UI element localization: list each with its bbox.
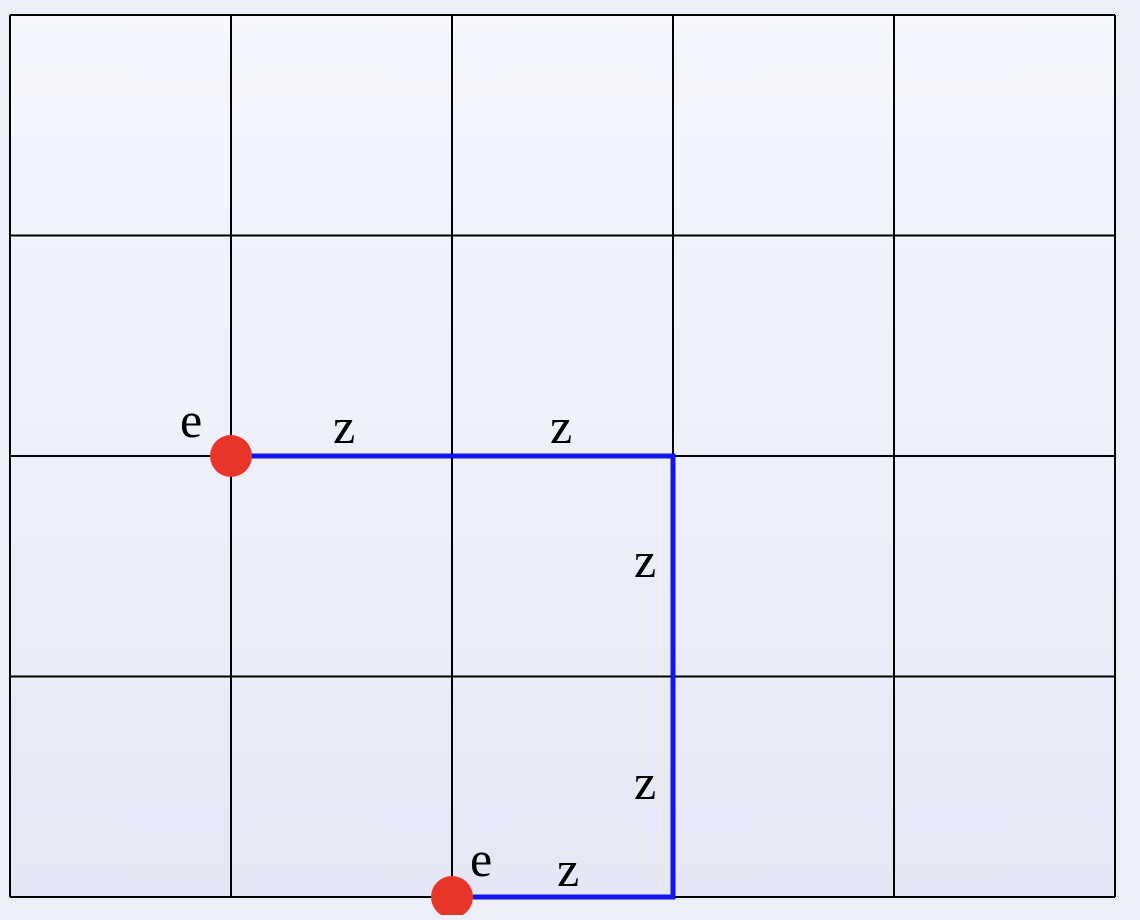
edge-label-1: z xyxy=(333,398,355,454)
path-line xyxy=(231,453,676,900)
node-start xyxy=(210,435,252,477)
edge-label-2: z xyxy=(550,398,572,454)
edge-label-3: z xyxy=(634,532,656,588)
edge-label-4: z xyxy=(634,754,656,810)
node-end-label: e xyxy=(470,831,492,887)
node-end xyxy=(431,876,473,918)
edge-label-5: z xyxy=(557,841,579,897)
node-start-label: e xyxy=(180,392,202,448)
